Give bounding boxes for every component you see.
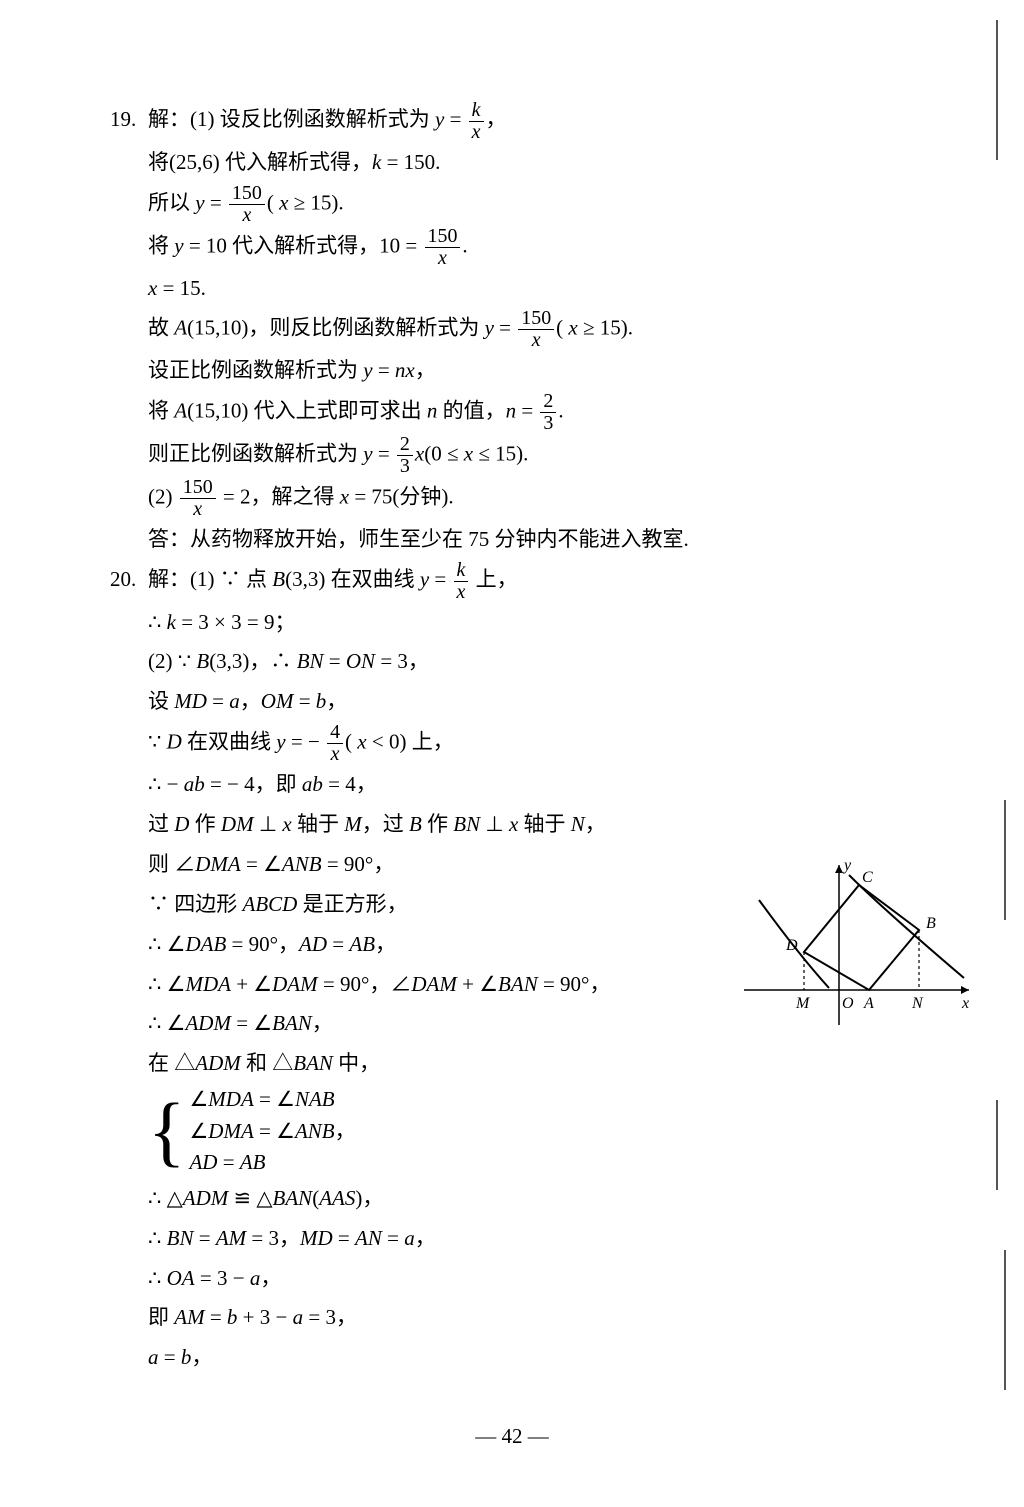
p20-line-2: (2) ∵ B(3,3)，∴ BN = ON = 3， xyxy=(110,642,924,682)
p19-line-6: 设正比例函数解析式为 y = nx， xyxy=(110,351,924,391)
p19-text-0: 解：(1) 设反比例函数解析式为 y = kx， xyxy=(148,107,507,131)
point-N-label: N xyxy=(911,995,924,1012)
p20-after-3: 即 AM = b + 3 − a = 3， xyxy=(110,1298,924,1338)
p20-line-0: 20.解：(1) ∵ 点 B(3,3) 在双曲线 y = kx 上， xyxy=(110,560,924,603)
p20-after-4: a = b， xyxy=(110,1338,924,1378)
p20-after-1: ∴ BN = AM = 3，MD = AN = a， xyxy=(110,1219,924,1259)
p20-line-3: 设 MD = a，OM = b， xyxy=(110,682,924,722)
p19-line-3: 将 y = 10 代入解析式得，10 = 150x. xyxy=(110,226,924,269)
point-D-label: D xyxy=(785,937,798,954)
axis-x-label: x xyxy=(961,995,969,1012)
p20-line-1: ∴ k = 3 × 3 = 9； xyxy=(110,603,924,643)
page: 19.解：(1) 设反比例函数解析式为 y = kx， 将(25,6) 代入解析… xyxy=(0,0,1024,1507)
hyperbola-square-figure: y x O M A N B C D xyxy=(744,860,974,1030)
p19-line-4: x = 15. xyxy=(110,269,924,309)
p19-line-5: 故 A(15,10)，则反比例函数解析式为 y = 150x( x ≥ 15). xyxy=(110,308,924,351)
p20-line-6: 过 D 作 DM ⊥ x 轴于 M，过 B 作 BN ⊥ x 轴于 N， xyxy=(110,805,924,845)
p20-brace-1: ∠DMA = ∠ANB， xyxy=(189,1116,355,1148)
p19-line-7: 将 A(15,10) 代入上式即可求出 n 的值，n = 23. xyxy=(110,391,924,434)
p19-line-10: 答：从药物释放开始，师生至少在 75 分钟内不能进入教室. xyxy=(110,520,924,560)
p19-line-0: 19.解：(1) 设反比例函数解析式为 y = kx， xyxy=(110,100,924,143)
point-B-label: B xyxy=(926,915,936,932)
p19-line-2: 所以 y = 150x( x ≥ 15). xyxy=(110,183,924,226)
scan-edge-marks xyxy=(986,0,1016,1507)
p20-line-12: 在 △ADM 和 △BAN 中， xyxy=(110,1044,924,1084)
p19-line-8: 则正比例函数解析式为 y = 23x(0 ≤ x ≤ 15). xyxy=(110,434,924,477)
p20-after-2: ∴ OA = 3 − a， xyxy=(110,1259,924,1299)
p20-line-4: ∵ D 在双曲线 y = − 4x( x < 0) 上， xyxy=(110,722,924,765)
p19-number: 19. xyxy=(110,100,148,140)
left-brace-icon: { xyxy=(148,1092,185,1170)
axis-y-label: y xyxy=(842,860,852,874)
origin-label: O xyxy=(842,995,854,1012)
p20-brace-group: { ∠MDA = ∠NAB ∠DMA = ∠ANB， AD = AB xyxy=(148,1084,924,1179)
point-A-label: A xyxy=(863,995,874,1012)
p20-brace-2: AD = AB xyxy=(189,1147,355,1179)
p20-after-0: ∴ △ADM ≌ △BAN(AAS)， xyxy=(110,1179,924,1219)
point-C-label: C xyxy=(862,869,873,886)
p19-line-9: (2) 150x = 2，解之得 x = 75(分钟). xyxy=(110,477,924,520)
p20-brace-0: ∠MDA = ∠NAB xyxy=(189,1084,355,1116)
p20-number: 20. xyxy=(110,560,148,600)
p20-text-0: 解：(1) ∵ 点 B(3,3) 在双曲线 y = kx 上， xyxy=(148,567,518,591)
point-M-label: M xyxy=(795,995,811,1012)
page-number: — 42 — xyxy=(0,1417,1024,1457)
p20-line-5: ∴ − ab = − 4，即 ab = 4， xyxy=(110,765,924,805)
p19-line-1: 将(25,6) 代入解析式得，k = 150. xyxy=(110,143,924,183)
